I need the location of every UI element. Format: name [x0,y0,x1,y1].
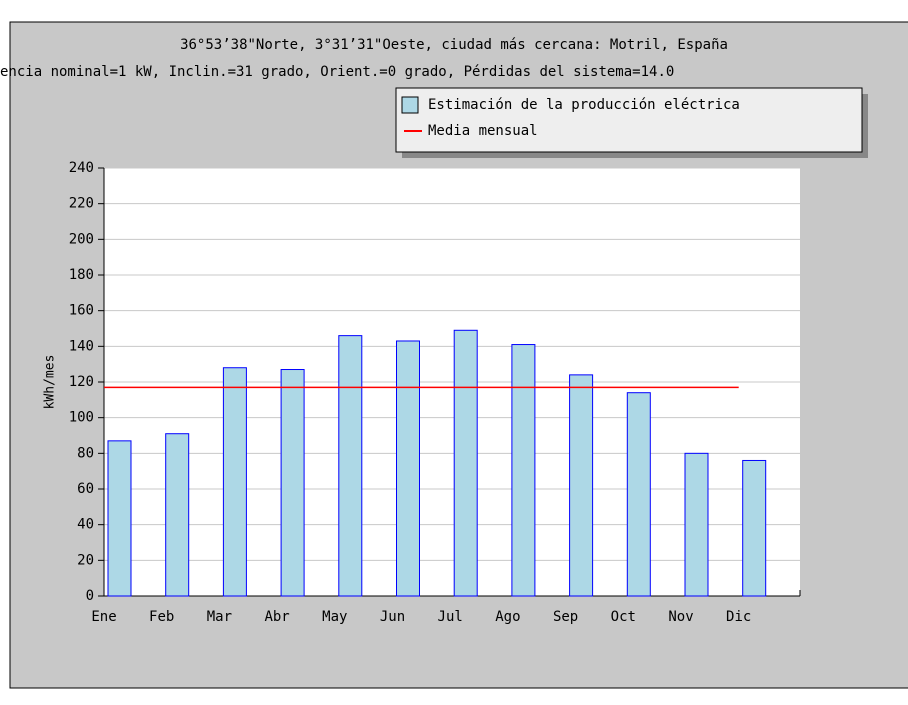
x-tick-label: Nov [668,609,693,625]
x-tick-label: Jun [380,609,405,625]
x-tick-label: Ago [495,609,520,625]
x-tick-label: Sep [553,609,578,625]
x-tick-label: Dic [726,609,751,625]
y-tick-label: 0 [86,588,94,604]
y-tick-label: 160 [69,303,94,319]
bar [280,369,305,597]
bar [742,459,767,597]
legend-label: Media mensual [428,123,538,139]
x-tick-label: Jul [438,609,463,625]
x-tick-label: Oct [611,609,636,625]
bar [511,344,536,597]
y-tick-label: 40 [77,517,94,533]
bar [569,374,594,597]
y-axis-label: kWh/mes [43,355,58,410]
y-tick-label: 60 [77,481,94,497]
y-tick-label: 140 [69,338,94,354]
y-tick-label: 180 [69,267,94,283]
y-tick-label: 120 [69,374,94,390]
x-tick-label: Feb [149,609,174,625]
y-tick-label: 100 [69,410,94,426]
legend-label: Estimación de la producción eléctrica [428,97,740,113]
bar [626,392,651,597]
y-tick-label: 200 [69,231,94,247]
bar [396,340,420,597]
y-tick-label: 80 [77,445,94,461]
y-tick-label: 20 [77,552,94,568]
bar [222,367,247,597]
chart-subtitle: encia nominal=1 kW, Inclin.=31 grado, Or… [0,64,674,80]
bar [684,452,709,597]
legend-swatch [401,96,419,114]
x-tick-label: Abr [264,609,289,625]
bar [107,440,132,597]
bar [338,335,363,597]
x-tick-label: May [322,609,347,625]
x-tick-label: Mar [207,609,232,625]
y-tick-label: 220 [69,196,94,212]
bar [165,433,190,597]
chart-title: 36°53’38"Norte, 3°31’31"Oeste, ciudad má… [180,37,728,53]
x-tick-label: Ene [91,609,116,625]
legend [395,87,863,153]
y-tick-label: 240 [69,160,94,176]
bar [453,329,478,597]
